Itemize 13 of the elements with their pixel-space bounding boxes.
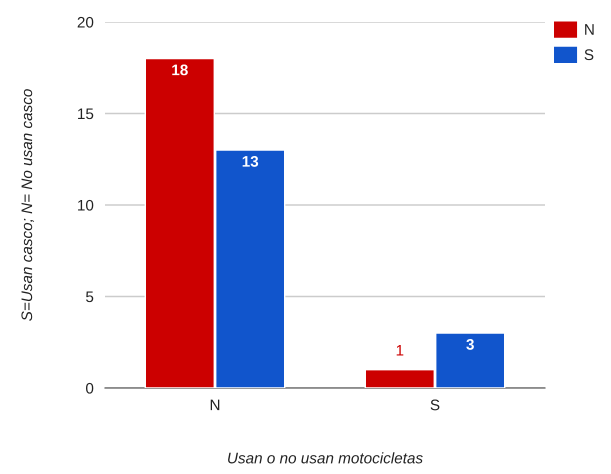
y-tick-label: 5 (86, 292, 94, 302)
data-label: 18 (172, 64, 188, 76)
y-tick-label: 0 (86, 382, 94, 394)
data-label: 1 (396, 345, 404, 356)
data-label: 3 (466, 338, 474, 350)
data-label: 13 (242, 156, 258, 167)
legend-label: S (584, 49, 594, 60)
y-axis-title: S=Usan casco; N= No usan casco (21, 89, 34, 321)
x-axis-title: Usan o no usan motocicletas (228, 452, 423, 464)
y-tick-label: 20 (78, 16, 94, 28)
y-tick-label: 10 (78, 200, 94, 211)
y-tick-label: 15 (78, 108, 94, 120)
legend-label: N (585, 24, 594, 35)
